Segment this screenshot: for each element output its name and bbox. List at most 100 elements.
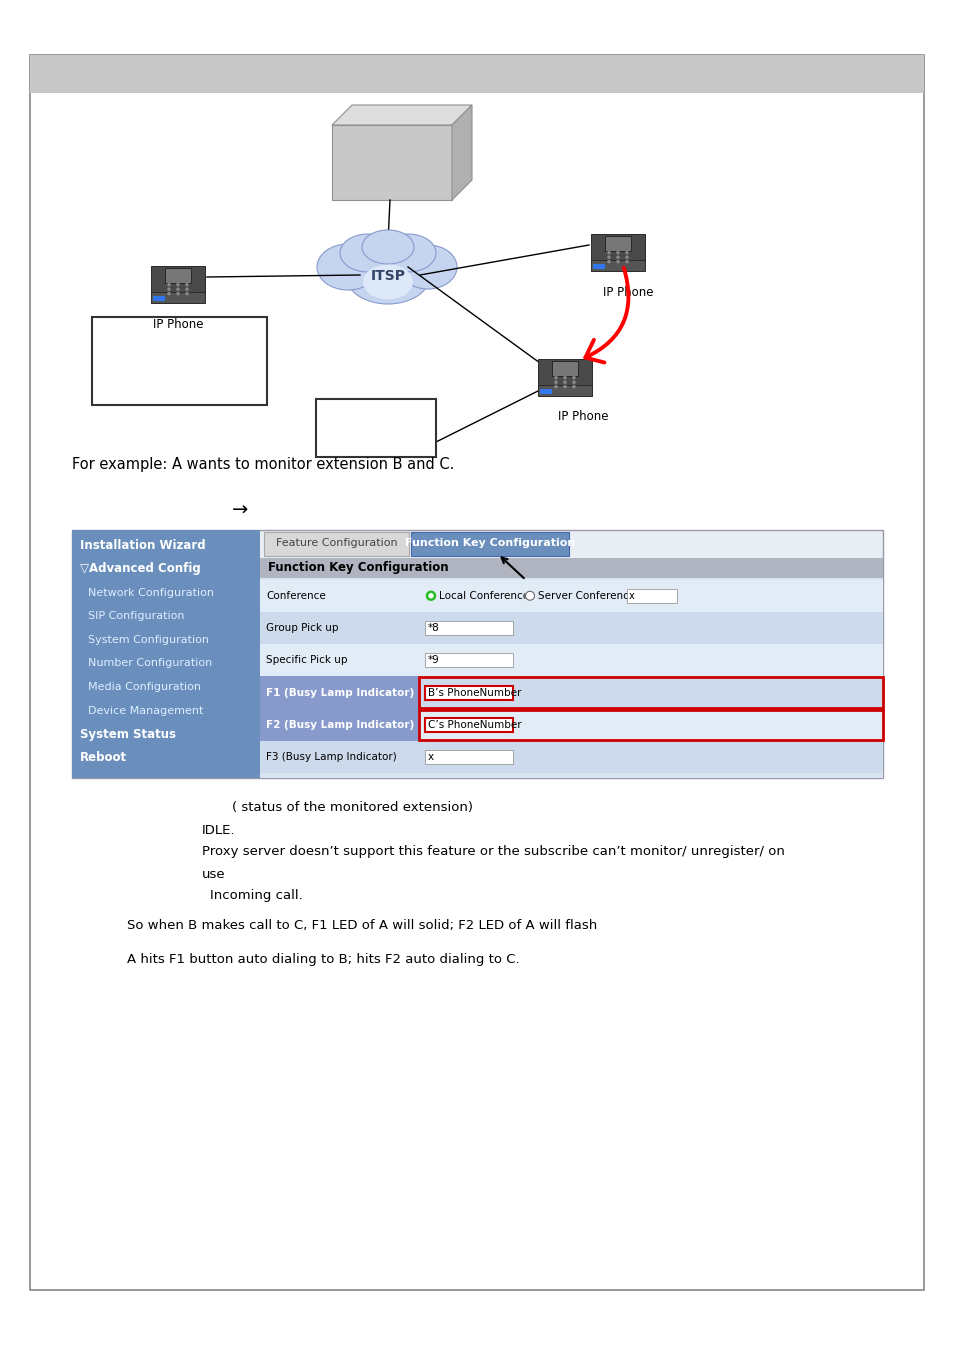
Circle shape [607,256,609,258]
Circle shape [573,386,575,387]
Text: Proxy server doesn’t support this feature or the subscribe can’t monitor/ unregi: Proxy server doesn’t support this featur… [202,845,784,859]
FancyBboxPatch shape [260,578,882,778]
Text: A hits F1 button auto dialing to B; hits F2 auto dialing to C.: A hits F1 button auto dialing to B; hits… [127,953,519,967]
FancyBboxPatch shape [424,718,513,732]
Text: IP Phone: IP Phone [558,410,608,424]
FancyArrowPatch shape [585,267,628,363]
FancyBboxPatch shape [260,741,882,774]
Circle shape [555,377,557,379]
Text: Reboot: Reboot [80,752,127,764]
FancyBboxPatch shape [604,236,630,251]
Text: Number Configuration: Number Configuration [88,659,212,668]
Text: Network Configuration: Network Configuration [88,587,213,598]
Circle shape [573,377,575,379]
Ellipse shape [345,246,430,304]
FancyBboxPatch shape [264,532,409,556]
FancyBboxPatch shape [539,389,552,394]
FancyBboxPatch shape [424,653,513,667]
Circle shape [176,288,179,290]
Circle shape [525,591,534,601]
FancyBboxPatch shape [315,400,436,458]
Circle shape [573,381,575,383]
Circle shape [186,288,188,290]
Text: *9: *9 [428,655,439,666]
Text: *8: *8 [428,622,439,633]
Circle shape [617,256,618,258]
Circle shape [625,261,627,263]
FancyBboxPatch shape [591,235,644,262]
Text: Function Key Configuration: Function Key Configuration [404,539,575,548]
Text: IDLE.: IDLE. [202,824,235,837]
Ellipse shape [361,230,414,265]
Text: Conference: Conference [266,591,325,601]
Text: use: use [202,868,226,880]
Text: C’s PhoneNumber: C’s PhoneNumber [428,720,521,730]
Text: Specific Pick up: Specific Pick up [266,655,347,666]
Text: System Configuration: System Configuration [88,634,209,645]
Ellipse shape [379,234,436,271]
FancyBboxPatch shape [152,296,165,301]
Circle shape [563,381,565,383]
FancyBboxPatch shape [260,709,419,741]
FancyBboxPatch shape [152,266,204,294]
FancyBboxPatch shape [260,676,882,709]
Circle shape [607,261,609,263]
Text: B’s PhoneNumber: B’s PhoneNumber [428,687,521,698]
Text: Incoming call.: Incoming call. [210,890,302,903]
Text: IP Phone: IP Phone [152,317,203,331]
Text: Installation Wizard: Installation Wizard [80,539,206,552]
Circle shape [186,293,188,294]
FancyBboxPatch shape [332,126,452,200]
FancyBboxPatch shape [592,265,605,269]
Text: Media Configuration: Media Configuration [88,682,201,693]
Text: →: → [232,501,248,520]
FancyBboxPatch shape [591,259,644,271]
FancyBboxPatch shape [537,359,591,387]
FancyBboxPatch shape [260,709,882,741]
FancyBboxPatch shape [260,558,882,578]
FancyBboxPatch shape [91,317,267,405]
Text: ITSP: ITSP [370,269,405,284]
Circle shape [429,594,433,598]
Polygon shape [452,105,472,200]
Circle shape [625,256,627,258]
Circle shape [176,284,179,286]
FancyBboxPatch shape [152,292,204,304]
FancyBboxPatch shape [30,55,923,93]
Circle shape [555,381,557,383]
Circle shape [176,293,179,294]
FancyBboxPatch shape [260,612,882,644]
FancyBboxPatch shape [71,531,260,778]
FancyBboxPatch shape [424,686,513,699]
FancyBboxPatch shape [71,531,882,778]
FancyBboxPatch shape [424,751,513,764]
Ellipse shape [339,234,395,271]
Text: Local Conference: Local Conference [438,591,529,601]
Circle shape [168,293,170,294]
FancyBboxPatch shape [260,612,419,644]
Text: x: x [628,591,634,601]
FancyBboxPatch shape [260,579,882,612]
Circle shape [617,251,618,254]
Polygon shape [332,105,472,126]
FancyBboxPatch shape [260,741,419,774]
Circle shape [563,386,565,387]
Circle shape [617,261,618,263]
FancyBboxPatch shape [411,532,568,556]
Text: For example: A wants to monitor extension B and C.: For example: A wants to monitor extensio… [71,458,454,472]
Circle shape [555,386,557,387]
Text: Function Key Configuration: Function Key Configuration [268,562,448,575]
FancyBboxPatch shape [424,621,513,634]
Text: F2 (Busy Lamp Indicator): F2 (Busy Lamp Indicator) [266,720,414,730]
Ellipse shape [398,244,456,289]
FancyBboxPatch shape [260,644,882,676]
Text: Device Management: Device Management [88,706,203,716]
FancyBboxPatch shape [260,676,419,709]
Circle shape [607,251,609,254]
FancyBboxPatch shape [260,579,419,612]
Text: F3 (Busy Lamp Indicator): F3 (Busy Lamp Indicator) [266,752,396,761]
Text: System Status: System Status [80,728,175,741]
Circle shape [563,377,565,379]
Text: ( status of the monitored extension): ( status of the monitored extension) [232,802,473,814]
FancyBboxPatch shape [30,55,923,1291]
